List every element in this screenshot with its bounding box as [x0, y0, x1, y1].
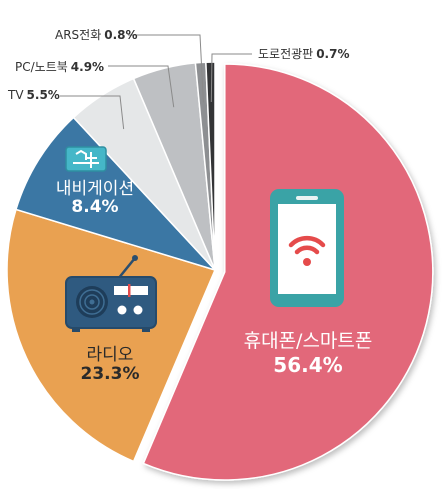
label-phone-value: 56.4% [273, 353, 343, 377]
smartphone-icon [270, 189, 344, 307]
label-nav-name: 내비게이션 [55, 179, 135, 199]
label-road-value: 0.7% [316, 47, 350, 61]
label-radio-name: 라디오 [86, 345, 134, 365]
label-ars-name: ARS전화 [55, 28, 102, 42]
slice-road-sign [205, 61, 216, 271]
leader-tv [60, 95, 125, 130]
leader-road-sign [210, 53, 252, 103]
slice-radio [6, 208, 217, 463]
label-tv-value: 5.5% [26, 88, 60, 102]
leader-pc [108, 65, 175, 108]
label-pc-value: 4.9% [70, 60, 105, 74]
label-nav-value: 8.4% [71, 197, 119, 217]
label-ars-value: 0.8% [104, 28, 138, 42]
label-tv-name: TV [8, 88, 24, 102]
radio-icon [65, 255, 157, 332]
label-ars: ARS전화 0.8% [55, 26, 138, 43]
label-road: 도로전광판 0.7% [258, 45, 349, 62]
label-pc: PC/노트북 4.9% [15, 58, 104, 75]
label-phone-name: 휴대폰/스마트폰 [243, 330, 373, 352]
label-tv: TV 5.5% [8, 88, 60, 102]
label-road-name: 도로전광판 [258, 47, 314, 61]
leader-ars [128, 34, 204, 103]
label-radio-value: 23.3% [80, 364, 140, 384]
label-pc-name: PC/노트북 [15, 60, 68, 74]
navigation-icon [65, 146, 107, 172]
